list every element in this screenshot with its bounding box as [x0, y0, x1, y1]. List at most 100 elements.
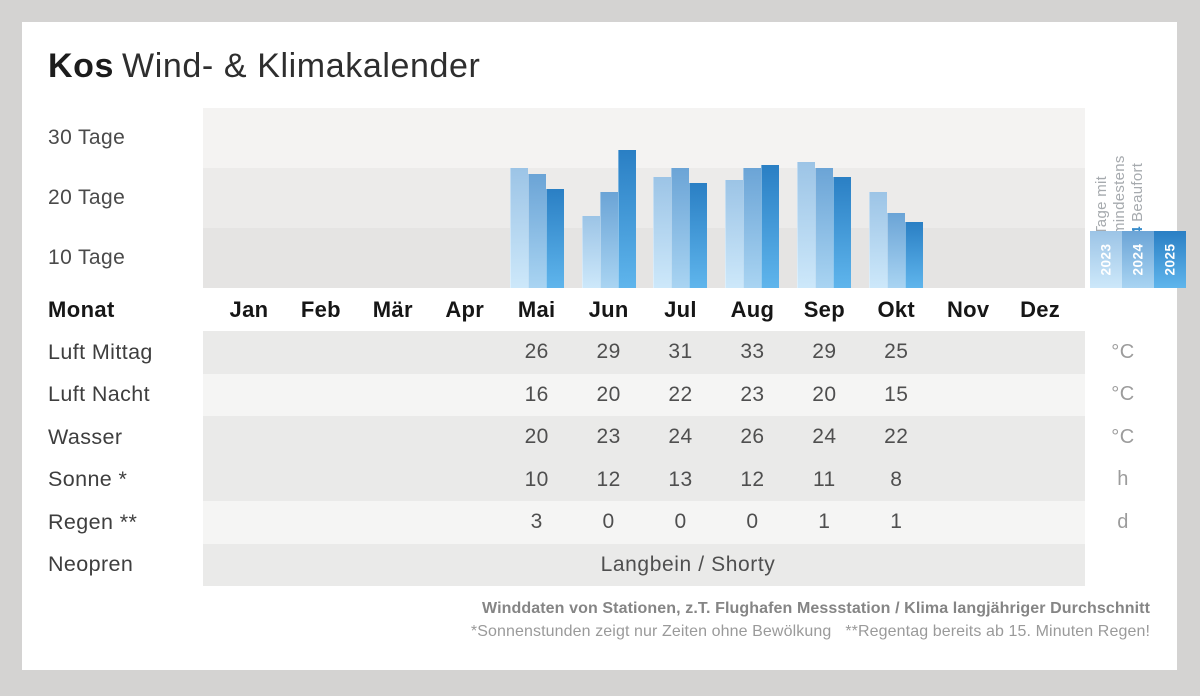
- chart-grid-bands: [203, 108, 1085, 288]
- row-unit: °C: [1111, 425, 1135, 448]
- table-cell-jun: 29: [596, 340, 621, 364]
- row-unit: °C: [1111, 383, 1135, 406]
- footer-source-line: Winddaten von Stationen, z.T. Flughafen …: [482, 600, 1150, 617]
- table-cell-feb: [285, 374, 357, 417]
- table-cell-apr: [429, 416, 501, 459]
- table-cell-mär: [357, 416, 429, 459]
- table-cell-mär: [357, 459, 429, 502]
- table-cell-jun: 23: [596, 425, 621, 449]
- bar-2024-jun: [599, 192, 618, 288]
- climate-table-rows: Luft Mittag 26 29 31 33 29 25 °C Luft Nacht 16 20 2…: [22, 331, 1177, 587]
- bar-2024-aug: [743, 168, 762, 288]
- month-cell-aug: Aug: [730, 296, 775, 322]
- table-cell-mai: 16: [524, 382, 549, 406]
- table-cell-jun: 0: [602, 510, 615, 534]
- bar-2025-mai: [545, 189, 564, 288]
- table-cell-apr: [429, 374, 501, 417]
- table-row-neopren: Neopren Langbein / Shorty: [22, 543, 1177, 586]
- month-header-cells: Jan Feb Mär Apr Mai Jun Jul Aug Sep Okt Nov Dez: [203, 288, 1085, 331]
- table-cell-apr: [429, 459, 501, 502]
- bar-group-jun: [573, 108, 645, 288]
- bar-2024-okt: [887, 213, 906, 288]
- table-row-luft-mittag: Luft Mittag 26 29 31 33 29 25 °C: [22, 331, 1177, 374]
- table-cell-mai: 26: [524, 340, 549, 364]
- table-cell-nov: [932, 331, 1004, 374]
- table-cell-mär: [357, 374, 429, 417]
- row-label: Luft Mittag: [48, 339, 153, 364]
- footnote-rain: **Regentag bereits ab 15. Minuten Regen!: [845, 623, 1150, 640]
- table-cell-sep: 1: [818, 510, 831, 534]
- table-cell-aug: 12: [740, 467, 765, 491]
- table-cell-jan: [213, 459, 285, 502]
- month-cell-jan: Jan: [229, 296, 269, 322]
- page-title: Kos Wind- & Klimakalender: [48, 46, 480, 86]
- bar-group-dez: [1004, 108, 1076, 288]
- legend-line: mindestens: [1111, 155, 1128, 235]
- bar-2025-okt: [905, 222, 924, 288]
- row-cells: 3 0 0 0 1 1: [203, 501, 1085, 544]
- legend-chip-label: 2023: [1098, 243, 1114, 276]
- y-tick-label: 30 Tage: [48, 126, 126, 149]
- bar-group-aug: [716, 108, 788, 288]
- table-cell-mai: 10: [524, 467, 549, 491]
- table-cell-okt: 15: [884, 382, 909, 406]
- bar-2023-okt: [869, 192, 888, 288]
- row-unit: °C: [1111, 340, 1135, 363]
- table-cell-okt: 22: [884, 425, 909, 449]
- row-cells: 26 29 31 33 29 25: [203, 331, 1085, 374]
- table-cell-nov: [932, 501, 1004, 544]
- month-cell-nov: Nov: [946, 296, 990, 322]
- table-cell-mai: 3: [530, 510, 543, 534]
- table-cell-okt: 1: [890, 510, 903, 534]
- bar-2023-mai: [509, 168, 528, 288]
- table-cell-sep: 24: [812, 425, 837, 449]
- table-row-wasser: Wasser 20 23 24 26 24 22 °C: [22, 416, 1177, 459]
- y-tick-label: 10 Tage: [48, 246, 126, 269]
- climate-calendar-card: Kos Wind- & Klimakalender 30 Tage 20 Tage 1…: [22, 22, 1187, 670]
- table-cell-dez: [1004, 459, 1076, 502]
- row-shade: [203, 331, 1085, 374]
- table-cell-apr: [429, 501, 501, 544]
- table-cell-nov: [932, 416, 1004, 459]
- bar-group-nov: [932, 108, 1004, 288]
- bar-2023-jul: [653, 177, 672, 288]
- legend-chip-2024: 2024: [1122, 231, 1155, 288]
- table-cell-jan: [213, 331, 285, 374]
- month-cell-jun: Jun: [588, 296, 629, 322]
- table-cell-dez: [1004, 374, 1076, 417]
- month-cell-dez: Dez: [1020, 296, 1061, 322]
- table-cell-jun: 12: [596, 467, 621, 491]
- row-label: Luft Nacht: [48, 382, 150, 407]
- bar-2024-jul: [671, 168, 690, 288]
- bar-group-apr: [429, 108, 501, 288]
- row-unit: h: [1117, 468, 1129, 491]
- table-cell-feb: [285, 331, 357, 374]
- bar-2025-jun: [617, 150, 636, 288]
- table-cell-feb: [285, 459, 357, 502]
- footnote-sun: *Sonnenstunden zeigt nur Zeiten ohne Bew…: [470, 623, 832, 640]
- table-cell-aug: 0: [746, 510, 759, 534]
- month-header-row: Monat Jan Feb Mär Apr Mai Jun Jul Aug Sep Okt Nov D…: [22, 288, 1177, 331]
- table-cell-okt: 25: [884, 340, 909, 364]
- footer-notes-line: *Sonnenstunden zeigt nur Zeiten ohne Bew…: [471, 623, 1150, 641]
- wind-chart: [203, 108, 1085, 288]
- bar-2025-aug: [761, 165, 780, 288]
- location-name: Kos: [48, 47, 115, 85]
- bar-2025-sep: [833, 177, 852, 288]
- row-shade: [203, 416, 1085, 459]
- legend-chip-2023: 2023: [1090, 231, 1123, 288]
- table-cell-sep: 11: [813, 467, 836, 491]
- month-cell-apr: Apr: [445, 296, 485, 322]
- month-cell-jul: Jul: [664, 296, 697, 322]
- table-row-luft-nacht: Luft Nacht 16 20 22 23 20 15 °C: [22, 373, 1177, 417]
- month-header-label: Monat: [48, 296, 115, 322]
- legend-line: Tage mit: [1093, 175, 1110, 235]
- bar-group-mär: [357, 108, 429, 288]
- table-cell-nov: [932, 374, 1004, 417]
- table-cell-aug: 26: [740, 425, 765, 449]
- month-cell-okt: Okt: [877, 296, 916, 322]
- legend-chip-label: 2024: [1130, 243, 1146, 276]
- table-cell-feb: [285, 501, 357, 544]
- month-cell-mär: Mär: [372, 296, 413, 322]
